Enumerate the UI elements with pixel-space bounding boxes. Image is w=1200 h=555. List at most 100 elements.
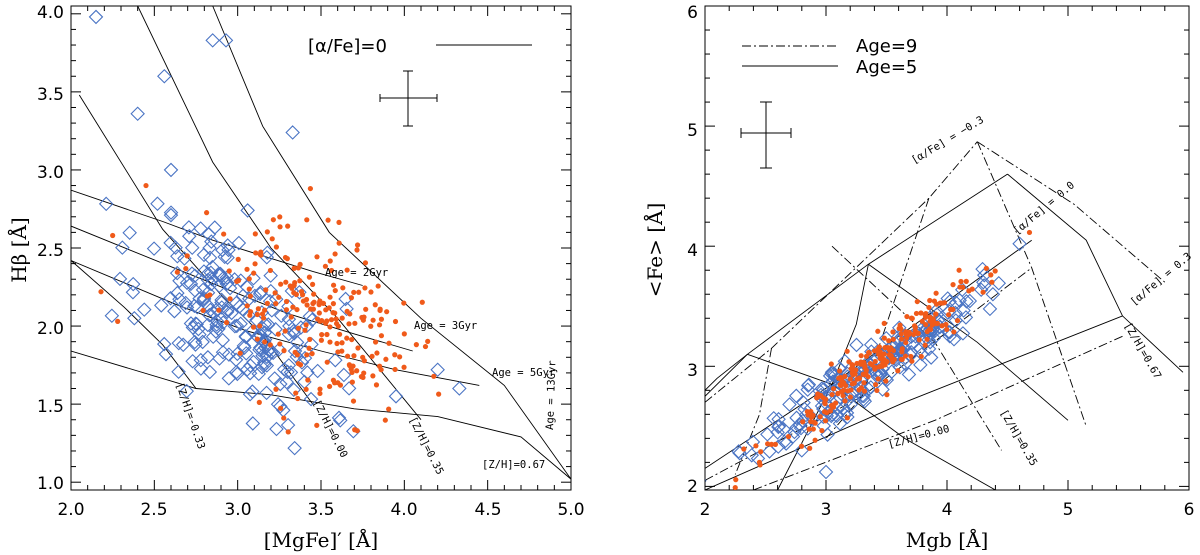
zh-067-right-label: [Z/H]=0.67: [1121, 321, 1163, 382]
dot-point: [303, 322, 309, 328]
dot-point: [349, 336, 355, 343]
left-xtick-label: 4.5: [474, 500, 501, 520]
diamond-point: [146, 241, 162, 256]
dot-point: [431, 373, 437, 379]
diamond-point: [797, 401, 812, 417]
dot-point: [883, 378, 889, 384]
dot-point: [363, 306, 369, 312]
dot-point: [741, 446, 747, 452]
dot-point: [753, 443, 759, 449]
dot-point: [244, 266, 250, 272]
dot-point: [732, 484, 738, 490]
diamond-point: [955, 326, 971, 341]
dot-point: [922, 312, 928, 318]
dot-point: [333, 316, 339, 322]
dot-point: [927, 326, 934, 333]
right-y-axis-label: <Fe> [Å]: [642, 203, 667, 298]
dot-point: [884, 358, 890, 365]
diamond-point: [179, 300, 195, 315]
dot-point: [915, 330, 921, 336]
dot-point: [328, 317, 335, 323]
diamond-point: [264, 303, 280, 318]
dot-point: [384, 309, 390, 315]
left-model-grid: [71, 6, 571, 480]
dot-point: [829, 391, 835, 398]
dot-point: [330, 282, 337, 288]
dot-point: [821, 409, 828, 415]
dot-point: [247, 293, 254, 299]
diamond-point: [245, 416, 261, 431]
dot-point: [352, 320, 358, 326]
right-legend-age5-label: Age=5: [856, 57, 917, 78]
diamond-point: [167, 303, 182, 319]
dot-point: [886, 345, 892, 351]
dot-point: [847, 376, 853, 382]
left-ytick-label: 1.0: [37, 474, 64, 494]
dot-point: [890, 347, 897, 354]
diamond-point: [782, 397, 797, 412]
dot-point: [354, 242, 361, 248]
dot-point: [911, 331, 917, 338]
diamond-point: [231, 235, 247, 251]
dot-point: [853, 367, 859, 373]
right-ytick-label: 6: [687, 3, 698, 23]
dot-point: [951, 329, 957, 335]
left-ytick-label: 1.5: [37, 397, 64, 417]
dot-point: [324, 359, 330, 365]
dot-point: [909, 315, 915, 322]
dot-point: [325, 217, 331, 223]
dot-point: [810, 426, 816, 432]
dot-point: [267, 342, 273, 348]
dot-point: [362, 260, 369, 266]
dot-point: [223, 319, 230, 326]
diamond-point: [875, 382, 890, 397]
dot-point: [344, 335, 350, 341]
dot-point: [911, 323, 918, 329]
left-xtick-label: 2.5: [140, 500, 167, 520]
dot-point: [422, 343, 429, 350]
dot-point: [806, 426, 812, 432]
diamond-point: [183, 316, 199, 331]
dot-point: [867, 360, 873, 367]
diamond-point: [170, 248, 185, 264]
diamond-point: [205, 33, 220, 48]
diamond-point: [294, 355, 310, 370]
diamond-point: [837, 353, 853, 369]
diamond-point: [282, 318, 297, 334]
diamond-point: [286, 326, 302, 341]
diamond-point: [818, 464, 834, 480]
dot-point: [798, 443, 805, 449]
left-ytick-label: 4.0: [37, 3, 64, 23]
age-5gyr-label: Age = 5Gyr: [492, 367, 555, 379]
diamond-point: [127, 310, 142, 326]
diamond-point: [331, 410, 347, 426]
diamond-point: [178, 295, 193, 311]
dot-point: [278, 405, 284, 411]
dot-point: [950, 282, 956, 288]
dot-point: [833, 400, 839, 406]
diamond-point: [237, 340, 252, 355]
dot-point: [293, 390, 299, 396]
diamond-point: [842, 387, 857, 402]
dot-point: [819, 427, 825, 434]
diamond-point: [227, 318, 243, 334]
dot-point: [866, 349, 872, 356]
diamond-point: [778, 436, 794, 451]
dot-point: [969, 286, 975, 292]
diamond-point: [171, 335, 187, 351]
dot-point: [835, 391, 841, 397]
diamond-point: [260, 245, 275, 261]
diamond-point: [218, 33, 234, 48]
dot-point: [1026, 229, 1033, 236]
dot-point: [327, 294, 333, 300]
dot-point: [425, 338, 431, 344]
dot-point: [314, 254, 320, 260]
dot-point: [251, 270, 257, 276]
diamond-point: [200, 297, 215, 313]
diamond-point: [232, 299, 247, 314]
dot-point: [881, 320, 887, 326]
dot-point: [302, 327, 308, 333]
dot-point: [372, 339, 379, 345]
diamond-point: [263, 345, 279, 360]
left-ytick-label: 3.0: [37, 163, 64, 183]
